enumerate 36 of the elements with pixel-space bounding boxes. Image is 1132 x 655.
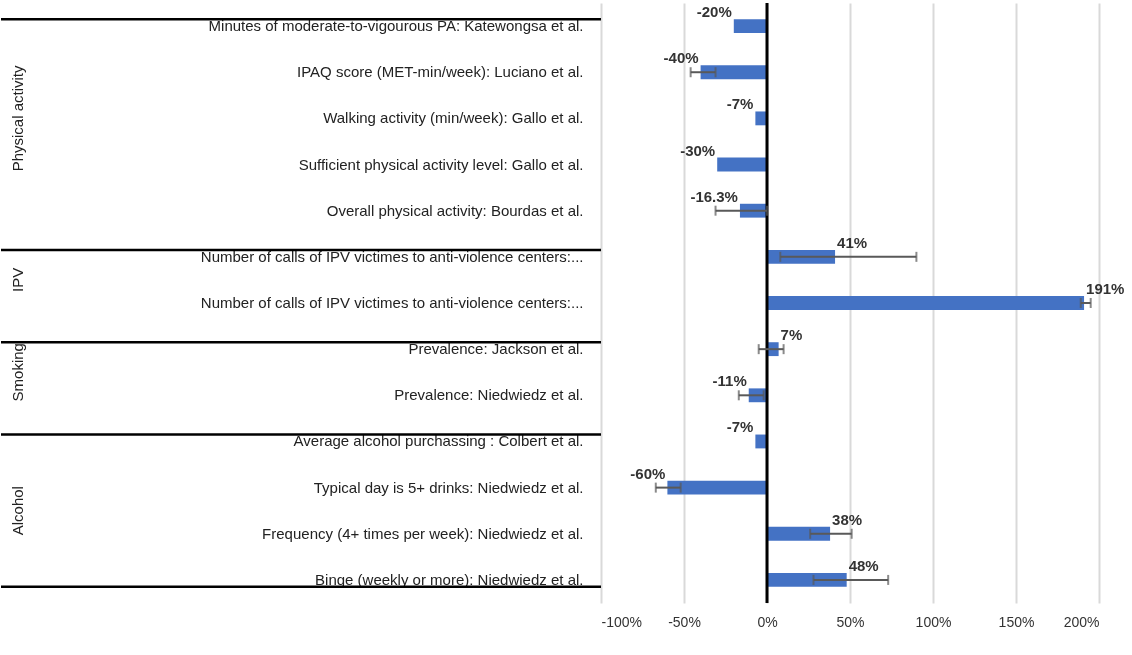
- data-label: -60%: [630, 464, 666, 482]
- y-tick-label: Prevalence: Jackson et al.: [408, 340, 584, 358]
- data-label: 191%: [1086, 280, 1125, 297]
- x-tick-label: -100%: [601, 613, 642, 630]
- data-label: -40%: [663, 49, 699, 67]
- y-tick-label: Overall physical activity: Bourdas et al.: [326, 201, 584, 219]
- data-label: -11%: [712, 372, 747, 390]
- x-tick-label: 100%: [915, 613, 952, 630]
- data-label: 41%: [837, 233, 868, 251]
- x-tick-label: -50%: [668, 613, 701, 630]
- y-tick-label: Prevalence: Niedwiedz et al.: [394, 386, 584, 404]
- text: IPV: [9, 267, 26, 293]
- data-label: -30%: [680, 141, 716, 159]
- y-tick-label: IPAQ score (MET-min/week): Luciano et al.: [297, 63, 584, 81]
- y-tick-label: Sufficient physical activity level: Gallo et al.: [298, 155, 584, 173]
- text: Physical activity: [9, 64, 26, 172]
- y-tick-label: Minutes of moderate-to-vigourous PA: Katewongsa et al.: [208, 17, 584, 35]
- y-tick-label: Walking activity (min/week): Gallo et al.: [323, 109, 584, 127]
- x-tick-label: 200%: [1063, 613, 1100, 630]
- y-tick-label: Number of calls of IPV victimes to anti-violence centers:...: [200, 247, 584, 265]
- y-tick-label: Average alcohol purchassing : Colbert et al.: [293, 432, 584, 450]
- data-label: -16.3%: [690, 187, 738, 205]
- data-label: -7%: [726, 418, 754, 436]
- y-tick-label: Number of calls of IPV victimes to anti-violence centers:...: [200, 294, 584, 311]
- data-label: -20%: [696, 3, 732, 21]
- x-tick-label: 0%: [757, 613, 778, 630]
- text: Alcohol: [9, 486, 26, 536]
- x-tick-label: 50%: [836, 613, 865, 630]
- y-tick-label: Frequency (4+ times per week): Niedwiedz et al.: [262, 524, 584, 542]
- text: Smoking: [9, 343, 26, 402]
- data-label: 48%: [848, 556, 879, 574]
- data-label: -7%: [726, 95, 754, 113]
- data-label: 38%: [832, 510, 863, 528]
- y-tick-label: Typical day is 5+ drinks: Niedwiedz et al.: [313, 478, 584, 496]
- data-label: 7%: [780, 326, 803, 344]
- x-tick-label: 150%: [998, 613, 1035, 630]
